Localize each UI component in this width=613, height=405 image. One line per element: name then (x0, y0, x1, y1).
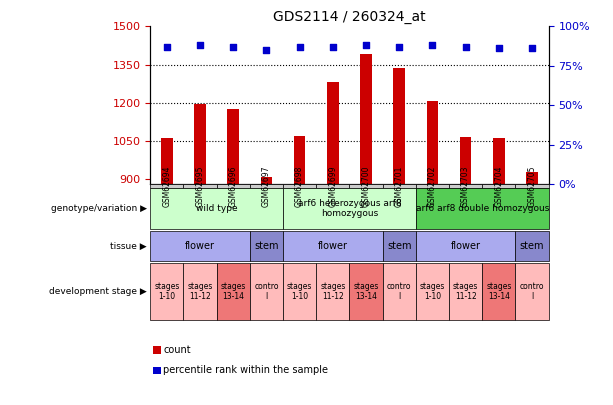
Text: stages
11-12: stages 11-12 (453, 282, 478, 301)
Text: genotype/variation ▶: genotype/variation ▶ (51, 204, 147, 213)
Point (461, 44, 471, 50)
Text: GSM62703: GSM62703 (461, 166, 470, 207)
Point (394, 44, 404, 50)
Bar (526, 172, 538, 405)
Point (262, 47, 272, 53)
Text: arf6 heterozygous arf8
homozygous: arf6 heterozygous arf8 homozygous (297, 199, 402, 218)
Point (295, 44, 305, 50)
Text: contro
l: contro l (387, 282, 411, 301)
Text: GSM62694: GSM62694 (162, 166, 171, 207)
Text: percentile rank within the sample: percentile rank within the sample (163, 365, 328, 375)
Text: GSM62697: GSM62697 (262, 166, 271, 207)
Point (328, 44, 338, 50)
Text: GSM62704: GSM62704 (494, 166, 503, 207)
Text: GSM62695: GSM62695 (196, 166, 205, 207)
Point (195, 42, 205, 49)
Point (427, 42, 437, 49)
Bar (427, 102, 438, 405)
Text: GSM62705: GSM62705 (528, 166, 536, 207)
Text: stages
13-14: stages 13-14 (221, 282, 246, 301)
Text: stem: stem (520, 241, 544, 251)
Text: flower: flower (185, 241, 215, 251)
Text: stages
11-12: stages 11-12 (320, 282, 346, 301)
Text: GSM62696: GSM62696 (229, 166, 238, 207)
Text: GSM62700: GSM62700 (362, 166, 370, 207)
Text: flower: flower (318, 241, 348, 251)
Text: count: count (163, 345, 191, 355)
Text: wild type: wild type (196, 204, 237, 213)
Point (228, 44, 238, 50)
Bar (227, 109, 239, 405)
Point (527, 45, 537, 52)
Bar (261, 177, 272, 405)
Text: stem: stem (254, 241, 279, 251)
Bar (194, 104, 206, 405)
Text: stages
1-10: stages 1-10 (154, 282, 180, 301)
Bar (360, 54, 372, 405)
Title: GDS2114 / 260324_at: GDS2114 / 260324_at (273, 10, 425, 24)
Bar (460, 137, 471, 405)
Bar (327, 82, 338, 405)
Text: stages
1-10: stages 1-10 (287, 282, 312, 301)
Text: contro
l: contro l (520, 282, 544, 301)
Text: GSM62702: GSM62702 (428, 166, 437, 207)
Text: GSM62699: GSM62699 (329, 166, 337, 207)
Text: stages
11-12: stages 11-12 (188, 282, 213, 301)
Text: flower: flower (451, 241, 481, 251)
Bar (294, 136, 305, 405)
Text: tissue ▶: tissue ▶ (110, 241, 147, 251)
Bar (394, 68, 405, 405)
Text: stages
13-14: stages 13-14 (353, 282, 379, 301)
Text: contro
l: contro l (254, 282, 279, 301)
Text: stages
1-10: stages 1-10 (420, 282, 445, 301)
Text: stem: stem (387, 241, 411, 251)
Point (361, 42, 371, 49)
Text: development stage ▶: development stage ▶ (50, 287, 147, 296)
Bar (161, 139, 173, 405)
Text: GSM62698: GSM62698 (295, 166, 304, 207)
Text: GSM62701: GSM62701 (395, 166, 404, 207)
Point (494, 45, 504, 52)
Text: arf6 arf8 double homozygous: arf6 arf8 double homozygous (416, 204, 549, 213)
Point (162, 44, 172, 50)
Bar (493, 139, 504, 405)
Text: stages
13-14: stages 13-14 (486, 282, 511, 301)
